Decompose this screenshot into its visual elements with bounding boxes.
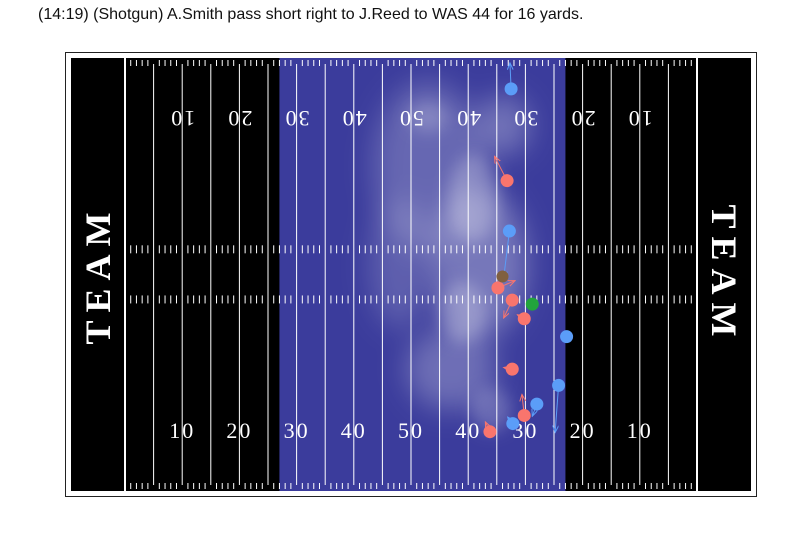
yard-number-top: 40 [455, 106, 481, 131]
yard-number-bottom: 40 [341, 418, 367, 443]
yard-number-bottom: 20 [226, 418, 252, 443]
offense-player-marker [517, 312, 531, 326]
density-blob-group [369, 81, 531, 410]
density-blob [369, 198, 430, 329]
yard-number-bottom: 10 [169, 418, 195, 443]
yard-number-bottom: 30 [284, 418, 310, 443]
offense-player-marker [505, 362, 519, 376]
yard-number-top: 30 [284, 106, 310, 131]
yard-numbers: 10 20 30 40 50 40 30 20 10 10 20 30 40 5… [169, 106, 653, 443]
defense-player-marker [552, 378, 566, 392]
offense-player-marker [505, 293, 519, 307]
offense-player-marker [517, 408, 531, 422]
density-blob [439, 282, 485, 343]
endzone-right-label: TEAM [704, 205, 744, 345]
ball-marker [496, 270, 509, 283]
yard-number-bottom: 50 [398, 418, 424, 443]
yard-number-top: 30 [512, 106, 538, 131]
defense-player-marker [560, 330, 574, 344]
density-blob [408, 102, 449, 133]
endzone-left-label: TEAM [78, 205, 118, 345]
field-markings [124, 58, 698, 491]
yard-number-top: 10 [169, 106, 195, 131]
football-field-frame: 10 20 30 40 50 40 30 20 10 10 20 30 40 5… [65, 52, 757, 497]
yard-number-top: 40 [341, 106, 367, 131]
defense-player-marker [530, 397, 544, 411]
density-blob [475, 95, 531, 156]
density-blob [406, 329, 497, 410]
offense-player-marker [500, 174, 514, 188]
play-description-title: (14:19) (Shotgun) A.Smith pass short rig… [38, 6, 584, 23]
football-field-chart: 10 20 30 40 50 40 30 20 10 10 20 30 40 5… [71, 58, 751, 491]
offense-player-marker [491, 281, 505, 295]
defense-player-marker [502, 224, 516, 238]
yard-number-bottom: 10 [627, 418, 653, 443]
movement-arrow-defense [555, 385, 560, 432]
target-receiver-marker [525, 297, 539, 311]
yard-number-top: 20 [226, 106, 252, 131]
yard-number-top: 20 [570, 106, 596, 131]
density-heatmap [279, 58, 566, 491]
defense-player-marker [506, 417, 520, 431]
movement-arrow-defense [504, 230, 510, 278]
offense-player-marker [483, 425, 497, 439]
player-markers [483, 82, 574, 439]
density-blob [471, 387, 512, 433]
yard-number-bottom: 40 [455, 418, 481, 443]
density-blob [448, 153, 499, 244]
yard-number-bottom: 20 [570, 418, 596, 443]
defense-player-marker [504, 82, 518, 96]
yard-number-top: 50 [398, 106, 424, 131]
yard-number-top: 10 [627, 106, 653, 131]
